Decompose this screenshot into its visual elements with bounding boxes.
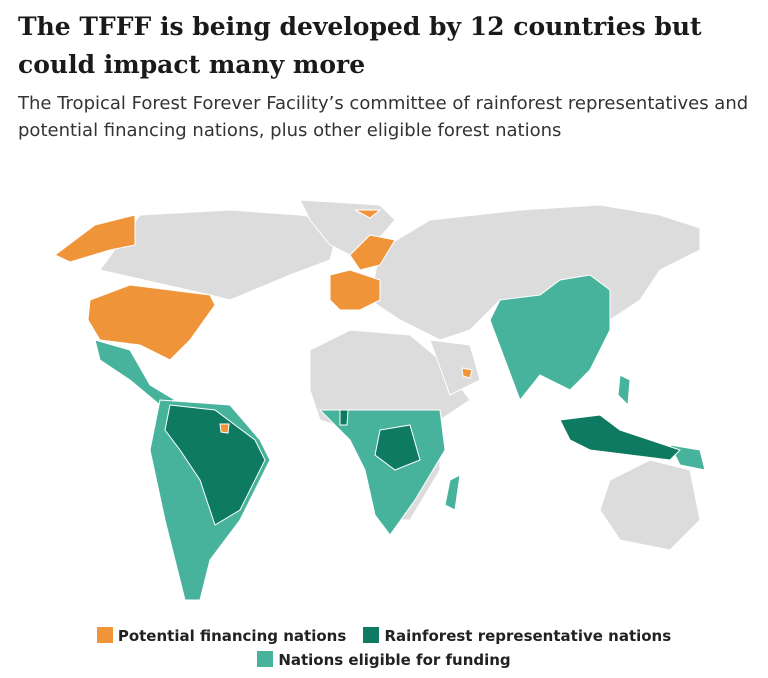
legend-swatch <box>363 627 380 643</box>
subtitle: The Tropical Forest Forever Facility’s c… <box>18 93 749 141</box>
legend-row: Potential financing nations Rainforest r… <box>0 624 768 648</box>
legend-label: Nations eligible for funding <box>278 651 511 669</box>
legend-label: Rainforest representative nations <box>384 627 672 645</box>
map <box>54 199 706 601</box>
legend-item: Potential financing nations <box>96 624 347 648</box>
legend-item: Rainforest representative nations <box>363 624 671 648</box>
title: The TFFF is being developed by 12 countr… <box>18 12 702 79</box>
legend-swatch <box>257 651 274 667</box>
financing-nations <box>54 209 473 434</box>
legend-item: Nations eligible for funding <box>257 648 511 672</box>
legend-label: Potential financing nations <box>117 627 347 645</box>
rainforest-nations <box>164 404 681 526</box>
legend-row: Nations eligible for funding <box>0 648 768 672</box>
legend: Potential financing nations Rainforest r… <box>0 624 768 672</box>
other-land <box>99 199 701 551</box>
legend-swatch <box>96 627 113 643</box>
